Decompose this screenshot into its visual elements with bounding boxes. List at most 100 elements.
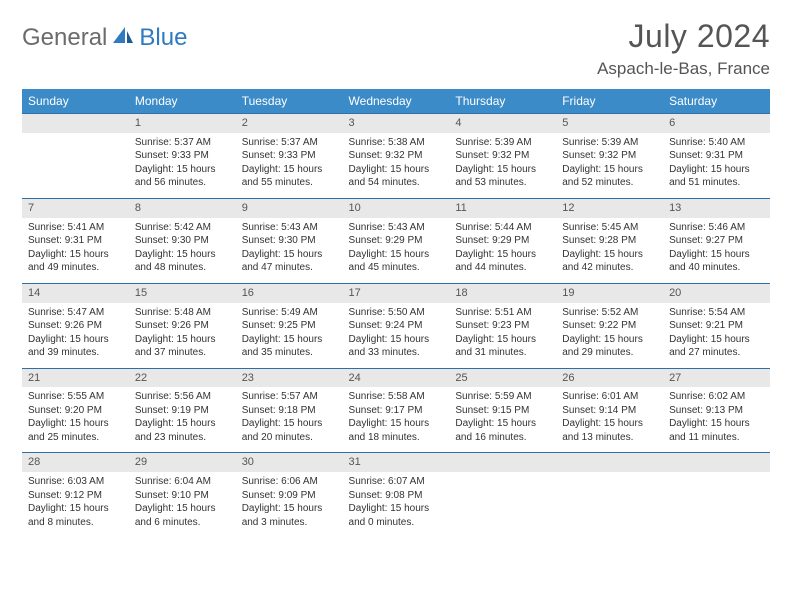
brand-part1: General: [22, 24, 107, 52]
day-number-cell: 1: [129, 114, 236, 133]
day-number-cell: 26: [556, 368, 663, 387]
sunrise-text: Sunrise: 5:56 AM: [135, 390, 230, 404]
sunrise-text: Sunrise: 5:42 AM: [135, 221, 230, 235]
sunset-text: Sunset: 9:18 PM: [242, 404, 337, 418]
daylight-text-2: and 55 minutes.: [242, 176, 337, 190]
weekday-header: Monday: [129, 89, 236, 114]
daylight-text-1: Daylight: 15 hours: [28, 333, 123, 347]
day-content-cell: Sunrise: 6:07 AMSunset: 9:08 PMDaylight:…: [343, 472, 450, 537]
day-content-cell: Sunrise: 5:43 AMSunset: 9:29 PMDaylight:…: [343, 218, 450, 284]
day-content-cell: [556, 472, 663, 537]
sunrise-text: Sunrise: 5:40 AM: [669, 136, 764, 150]
daylight-text-1: Daylight: 15 hours: [349, 333, 444, 347]
daylight-text-2: and 42 minutes.: [562, 261, 657, 275]
daylight-text-1: Daylight: 15 hours: [242, 248, 337, 262]
calendar-body: 123456Sunrise: 5:37 AMSunset: 9:33 PMDay…: [22, 114, 770, 538]
day-number-cell: 22: [129, 368, 236, 387]
month-title: July 2024: [597, 18, 770, 55]
sunset-text: Sunset: 9:29 PM: [455, 234, 550, 248]
day-number-cell: 6: [663, 114, 770, 133]
sunset-text: Sunset: 9:15 PM: [455, 404, 550, 418]
daylight-text-2: and 56 minutes.: [135, 176, 230, 190]
day-number-cell: 24: [343, 368, 450, 387]
daylight-text-2: and 27 minutes.: [669, 346, 764, 360]
day-number-cell: [663, 453, 770, 472]
day-number-cell: 4: [449, 114, 556, 133]
sunrise-text: Sunrise: 6:04 AM: [135, 475, 230, 489]
daylight-text-1: Daylight: 15 hours: [669, 333, 764, 347]
daylight-text-1: Daylight: 15 hours: [349, 248, 444, 262]
sunset-text: Sunset: 9:31 PM: [28, 234, 123, 248]
day-content-cell: Sunrise: 6:02 AMSunset: 9:13 PMDaylight:…: [663, 387, 770, 453]
day-number-cell: 20: [663, 283, 770, 302]
sunset-text: Sunset: 9:32 PM: [455, 149, 550, 163]
sunrise-text: Sunrise: 5:49 AM: [242, 306, 337, 320]
calendar-table: Sunday Monday Tuesday Wednesday Thursday…: [22, 89, 770, 537]
daylight-text-1: Daylight: 15 hours: [562, 163, 657, 177]
day-number-cell: 2: [236, 114, 343, 133]
daylight-text-1: Daylight: 15 hours: [562, 333, 657, 347]
brand-logo: General Blue: [22, 18, 187, 52]
day-content-cell: Sunrise: 5:37 AMSunset: 9:33 PMDaylight:…: [129, 133, 236, 199]
daylight-text-2: and 29 minutes.: [562, 346, 657, 360]
sunrise-text: Sunrise: 5:38 AM: [349, 136, 444, 150]
daylight-text-1: Daylight: 15 hours: [28, 502, 123, 516]
sunset-text: Sunset: 9:30 PM: [242, 234, 337, 248]
daylight-text-1: Daylight: 15 hours: [669, 417, 764, 431]
weekday-header: Sunday: [22, 89, 129, 114]
day-number-cell: 31: [343, 453, 450, 472]
daylight-text-1: Daylight: 15 hours: [455, 163, 550, 177]
day-number-row: 123456: [22, 114, 770, 133]
sunset-text: Sunset: 9:08 PM: [349, 489, 444, 503]
daylight-text-2: and 23 minutes.: [135, 431, 230, 445]
day-content-cell: Sunrise: 5:56 AMSunset: 9:19 PMDaylight:…: [129, 387, 236, 453]
day-content-row: Sunrise: 5:41 AMSunset: 9:31 PM Daylight:…: [22, 218, 770, 284]
sunrise-text: Sunrise: 6:07 AM: [349, 475, 444, 489]
sunset-text: Sunset: 9:20 PM: [28, 404, 123, 418]
sunset-text: Sunset: 9:14 PM: [562, 404, 657, 418]
sunset-text: Sunset: 9:33 PM: [135, 149, 230, 163]
sunset-text: Sunset: 9:26 PM: [135, 319, 230, 333]
sunset-text: Sunset: 9:33 PM: [242, 149, 337, 163]
daylight-text-2: and 45 minutes.: [349, 261, 444, 275]
daylight-text-2: and 53 minutes.: [455, 176, 550, 190]
daylight-text-1: Daylight: 15 hours: [135, 163, 230, 177]
day-content-row: Sunrise: 6:03 AMSunset: 9:12 PMDaylight:…: [22, 472, 770, 537]
daylight-text-2: and 47 minutes.: [242, 261, 337, 275]
daylight-text-1: Daylight: 15 hours: [669, 248, 764, 262]
day-content-cell: [449, 472, 556, 537]
day-number-cell: 27: [663, 368, 770, 387]
day-content-cell: Sunrise: 5:51 AMSunset: 9:23 PMDaylight:…: [449, 303, 556, 369]
daylight-text-2: and 6 minutes.: [135, 516, 230, 530]
daylight-text-1: Daylight: 15 hours: [135, 417, 230, 431]
sunrise-text: Sunrise: 5:39 AM: [562, 136, 657, 150]
daylight-text-1: Daylight: 15 hours: [455, 333, 550, 347]
sunset-text: Sunset: 9:23 PM: [455, 319, 550, 333]
day-content-cell: Sunrise: 5:48 AMSunset: 9:26 PMDaylight:…: [129, 303, 236, 369]
sunrise-text: Sunrise: 5:41 AM: [28, 221, 123, 235]
sunset-text: Sunset: 9:13 PM: [669, 404, 764, 418]
sunset-text: Sunset: 9:29 PM: [349, 234, 444, 248]
daylight-text-1: Daylight: 15 hours: [28, 417, 123, 431]
day-number-cell: 7: [22, 198, 129, 217]
weekday-header: Saturday: [663, 89, 770, 114]
day-number-cell: 18: [449, 283, 556, 302]
daylight-text-2: and 40 minutes.: [669, 261, 764, 275]
sunrise-text: Sunrise: 5:44 AM: [455, 221, 550, 235]
daylight-text-1: Daylight: 15 hours: [349, 417, 444, 431]
sunrise-text: Sunrise: 5:43 AM: [242, 221, 337, 235]
daylight-text-2: and 3 minutes.: [242, 516, 337, 530]
daylight-text-1: Daylight: 15 hours: [242, 333, 337, 347]
day-number-row: 28293031: [22, 453, 770, 472]
daylight-text-2: and 13 minutes.: [562, 431, 657, 445]
sunrise-text: Sunrise: 5:58 AM: [349, 390, 444, 404]
daylight-text-2: and 20 minutes.: [242, 431, 337, 445]
daylight-text-1: Daylight: 15 hours: [349, 163, 444, 177]
sunrise-text: Sunrise: 5:47 AM: [28, 306, 123, 320]
day-content-cell: Sunrise: 5:38 AMSunset: 9:32 PMDaylight:…: [343, 133, 450, 199]
day-content-cell: Sunrise: 5:50 AMSunset: 9:24 PMDaylight:…: [343, 303, 450, 369]
day-content-cell: Sunrise: 5:58 AMSunset: 9:17 PMDaylight:…: [343, 387, 450, 453]
sunset-text: Sunset: 9:22 PM: [562, 319, 657, 333]
sunset-text: Sunset: 9:26 PM: [28, 319, 123, 333]
daylight-text-1: Daylight: 15 hours: [242, 163, 337, 177]
